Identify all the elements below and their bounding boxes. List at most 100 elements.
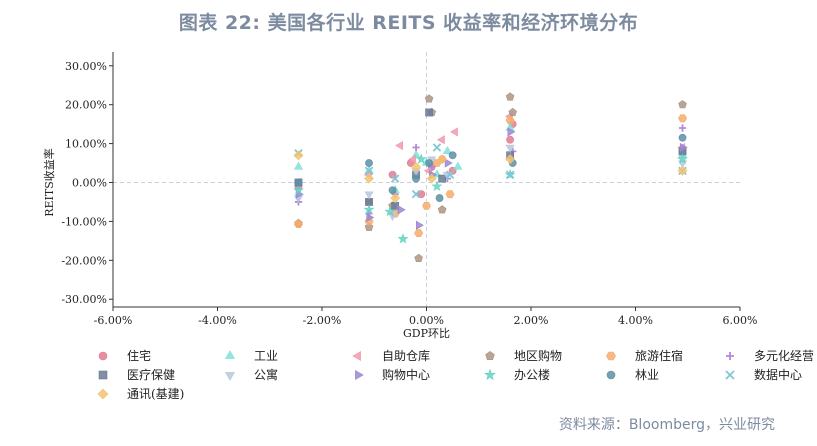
legend-item: 办公楼 bbox=[484, 367, 550, 382]
data-point bbox=[435, 194, 444, 202]
legend-item: 住宅 bbox=[98, 348, 151, 363]
legend-label: 旅游住宿 bbox=[635, 348, 683, 363]
data-point bbox=[506, 135, 514, 144]
data-point bbox=[397, 205, 406, 215]
data-point bbox=[678, 100, 687, 109]
y-tick-label: -30.00% bbox=[61, 293, 107, 306]
data-point bbox=[678, 114, 688, 123]
data-point bbox=[390, 193, 401, 204]
legend-marker bbox=[725, 370, 735, 380]
data-point bbox=[388, 170, 397, 179]
legend-item: 工业 bbox=[224, 349, 278, 363]
data-point bbox=[508, 107, 517, 117]
legend-item: 通讯(基建) bbox=[97, 387, 184, 401]
data-point bbox=[412, 143, 420, 152]
legend-item: 医疗保健 bbox=[98, 368, 175, 382]
y-tick-label: 0.00% bbox=[72, 177, 107, 190]
legend-label: 地区购物 bbox=[514, 348, 562, 363]
series-0 bbox=[294, 120, 687, 206]
data-point bbox=[294, 178, 303, 187]
data-point bbox=[365, 159, 373, 167]
legend-marker bbox=[224, 372, 236, 381]
data-point bbox=[432, 143, 442, 152]
data-point bbox=[391, 201, 400, 210]
y-tick-label: 10.00% bbox=[65, 138, 107, 151]
series-9 bbox=[293, 153, 688, 244]
legend-label: 多元化经营 bbox=[754, 349, 814, 363]
data-point bbox=[505, 154, 516, 165]
legend-label: 林业 bbox=[635, 368, 659, 382]
data-point bbox=[437, 154, 448, 165]
y-tick-label: 20.00% bbox=[65, 99, 107, 112]
data-point bbox=[408, 154, 417, 164]
legend-label: 公寓 bbox=[254, 367, 278, 382]
data-point bbox=[445, 170, 455, 179]
legend-marker bbox=[726, 352, 734, 360]
y-axis-title: REITS收益率 bbox=[42, 148, 56, 217]
x-tick-label: 2.00% bbox=[514, 314, 549, 327]
data-point bbox=[453, 161, 463, 170]
legend-item: 旅游住宿 bbox=[606, 348, 683, 363]
legend-marker bbox=[352, 350, 361, 362]
data-point bbox=[390, 174, 400, 183]
data-point bbox=[444, 158, 453, 168]
data-point bbox=[437, 205, 447, 214]
legend-item: 林业 bbox=[606, 368, 659, 382]
data-point bbox=[414, 229, 424, 237]
series-5 bbox=[294, 124, 687, 218]
data-point bbox=[679, 142, 688, 153]
legend-marker bbox=[224, 350, 236, 359]
data-point bbox=[366, 212, 375, 223]
data-point bbox=[505, 116, 515, 125]
data-point bbox=[415, 153, 427, 164]
legend-marker bbox=[606, 370, 616, 380]
data-point bbox=[505, 144, 515, 153]
legend-item: 多元化经营 bbox=[726, 349, 814, 363]
data-point bbox=[414, 253, 423, 263]
data-point bbox=[436, 135, 445, 145]
legend-marker bbox=[97, 388, 109, 400]
y-tick-label: 30.00% bbox=[65, 60, 107, 73]
data-point bbox=[364, 191, 374, 200]
data-point bbox=[397, 233, 409, 244]
data-point bbox=[293, 150, 304, 161]
data-point bbox=[412, 174, 420, 183]
page-title: 图表 22: 美国各行业 REITS 收益率和经济环境分布 bbox=[178, 12, 639, 34]
series-4 bbox=[293, 114, 688, 237]
legend-item: 购物中心 bbox=[355, 367, 430, 382]
legend-marker bbox=[484, 368, 496, 381]
data-point bbox=[425, 108, 434, 117]
source-note: 资料来源：Bloomberg，兴业研究 bbox=[558, 417, 775, 433]
chart-points bbox=[293, 92, 688, 263]
legend-marker bbox=[485, 351, 495, 361]
data-point bbox=[387, 212, 398, 221]
x-tick-label: -4.00% bbox=[198, 314, 237, 327]
legend-label: 办公楼 bbox=[514, 367, 550, 382]
data-point bbox=[363, 204, 375, 215]
x-tick-label: 4.00% bbox=[618, 314, 653, 327]
legend-label: 工业 bbox=[254, 349, 278, 363]
data-point bbox=[425, 159, 434, 167]
data-point bbox=[505, 92, 515, 101]
data-point bbox=[364, 166, 374, 176]
data-point bbox=[411, 189, 421, 199]
legend-label: 购物中心 bbox=[382, 367, 430, 382]
data-point bbox=[677, 153, 688, 164]
x-tick-label: -6.00% bbox=[94, 314, 133, 327]
data-point bbox=[678, 133, 687, 142]
legend-marker bbox=[355, 369, 364, 381]
legend-label: 通讯(基建) bbox=[127, 387, 184, 401]
legend-marker bbox=[98, 370, 108, 380]
legend-label: 数据中心 bbox=[754, 367, 802, 382]
series-3 bbox=[294, 92, 687, 263]
series-2 bbox=[293, 111, 686, 188]
data-point bbox=[424, 94, 434, 103]
series-11 bbox=[294, 143, 687, 199]
x-axis-title: GDP环比 bbox=[403, 327, 450, 340]
legend-item: 自助仓库 bbox=[352, 348, 430, 363]
data-point bbox=[505, 170, 515, 179]
legend-marker bbox=[606, 351, 616, 361]
data-point bbox=[293, 161, 304, 170]
